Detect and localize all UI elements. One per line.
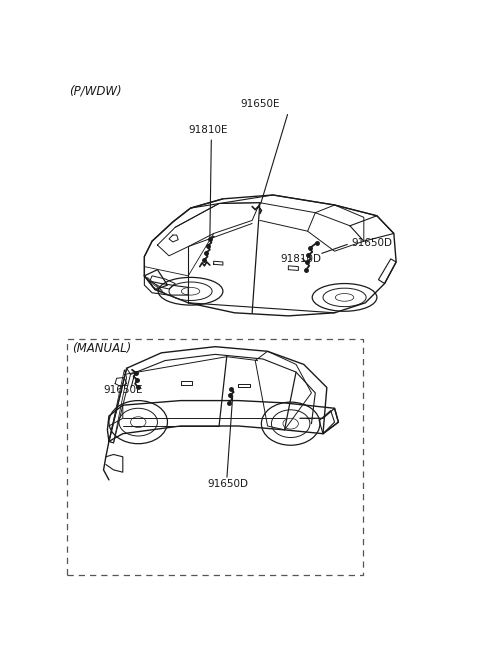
Text: 91810D: 91810D — [281, 254, 322, 264]
Text: 91650D: 91650D — [351, 239, 393, 249]
Text: 91810E: 91810E — [188, 125, 228, 135]
Text: (MANUAL): (MANUAL) — [72, 342, 131, 355]
Text: 91650D: 91650D — [207, 479, 249, 489]
Text: (P/WDW): (P/WDW) — [69, 85, 121, 98]
Text: 91650E: 91650E — [240, 99, 280, 109]
Text: 91650E: 91650E — [104, 385, 143, 395]
